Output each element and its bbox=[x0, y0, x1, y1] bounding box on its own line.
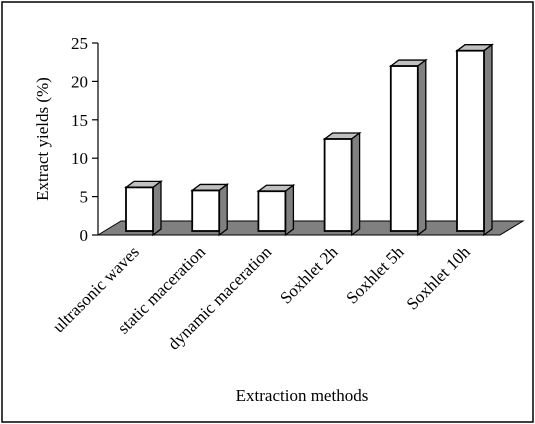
bar bbox=[191, 189, 221, 232]
bar-side bbox=[417, 58, 427, 237]
y-axis-title: Extract yields (%) bbox=[33, 77, 52, 201]
y-tick-label: 25 bbox=[71, 34, 88, 53]
bar-group bbox=[190, 183, 230, 237]
y-axis-layer: 0 5 10 15 20 25 bbox=[71, 34, 99, 245]
bar-side bbox=[218, 183, 228, 237]
bar bbox=[323, 138, 353, 232]
y-tick-label: 15 bbox=[71, 111, 88, 130]
bar bbox=[257, 190, 287, 232]
bar-group bbox=[455, 43, 494, 237]
y-tick-label: 10 bbox=[71, 149, 88, 168]
bar bbox=[456, 49, 485, 232]
bar bbox=[389, 65, 419, 232]
bar-group bbox=[256, 183, 296, 237]
bar-group bbox=[322, 131, 362, 237]
x-axis-title: Extraction methods bbox=[236, 386, 369, 405]
bar-group bbox=[388, 58, 428, 237]
bar bbox=[125, 186, 154, 232]
bar-side bbox=[350, 131, 361, 237]
y-tick-label: 20 bbox=[71, 72, 88, 91]
y-tick-label: 5 bbox=[80, 188, 89, 207]
bars-layer bbox=[124, 43, 494, 237]
y-tick-label: 0 bbox=[80, 226, 89, 245]
bar-side bbox=[152, 180, 162, 237]
bar-side bbox=[483, 43, 493, 237]
bar-side bbox=[284, 183, 295, 237]
bar-group bbox=[124, 180, 163, 237]
